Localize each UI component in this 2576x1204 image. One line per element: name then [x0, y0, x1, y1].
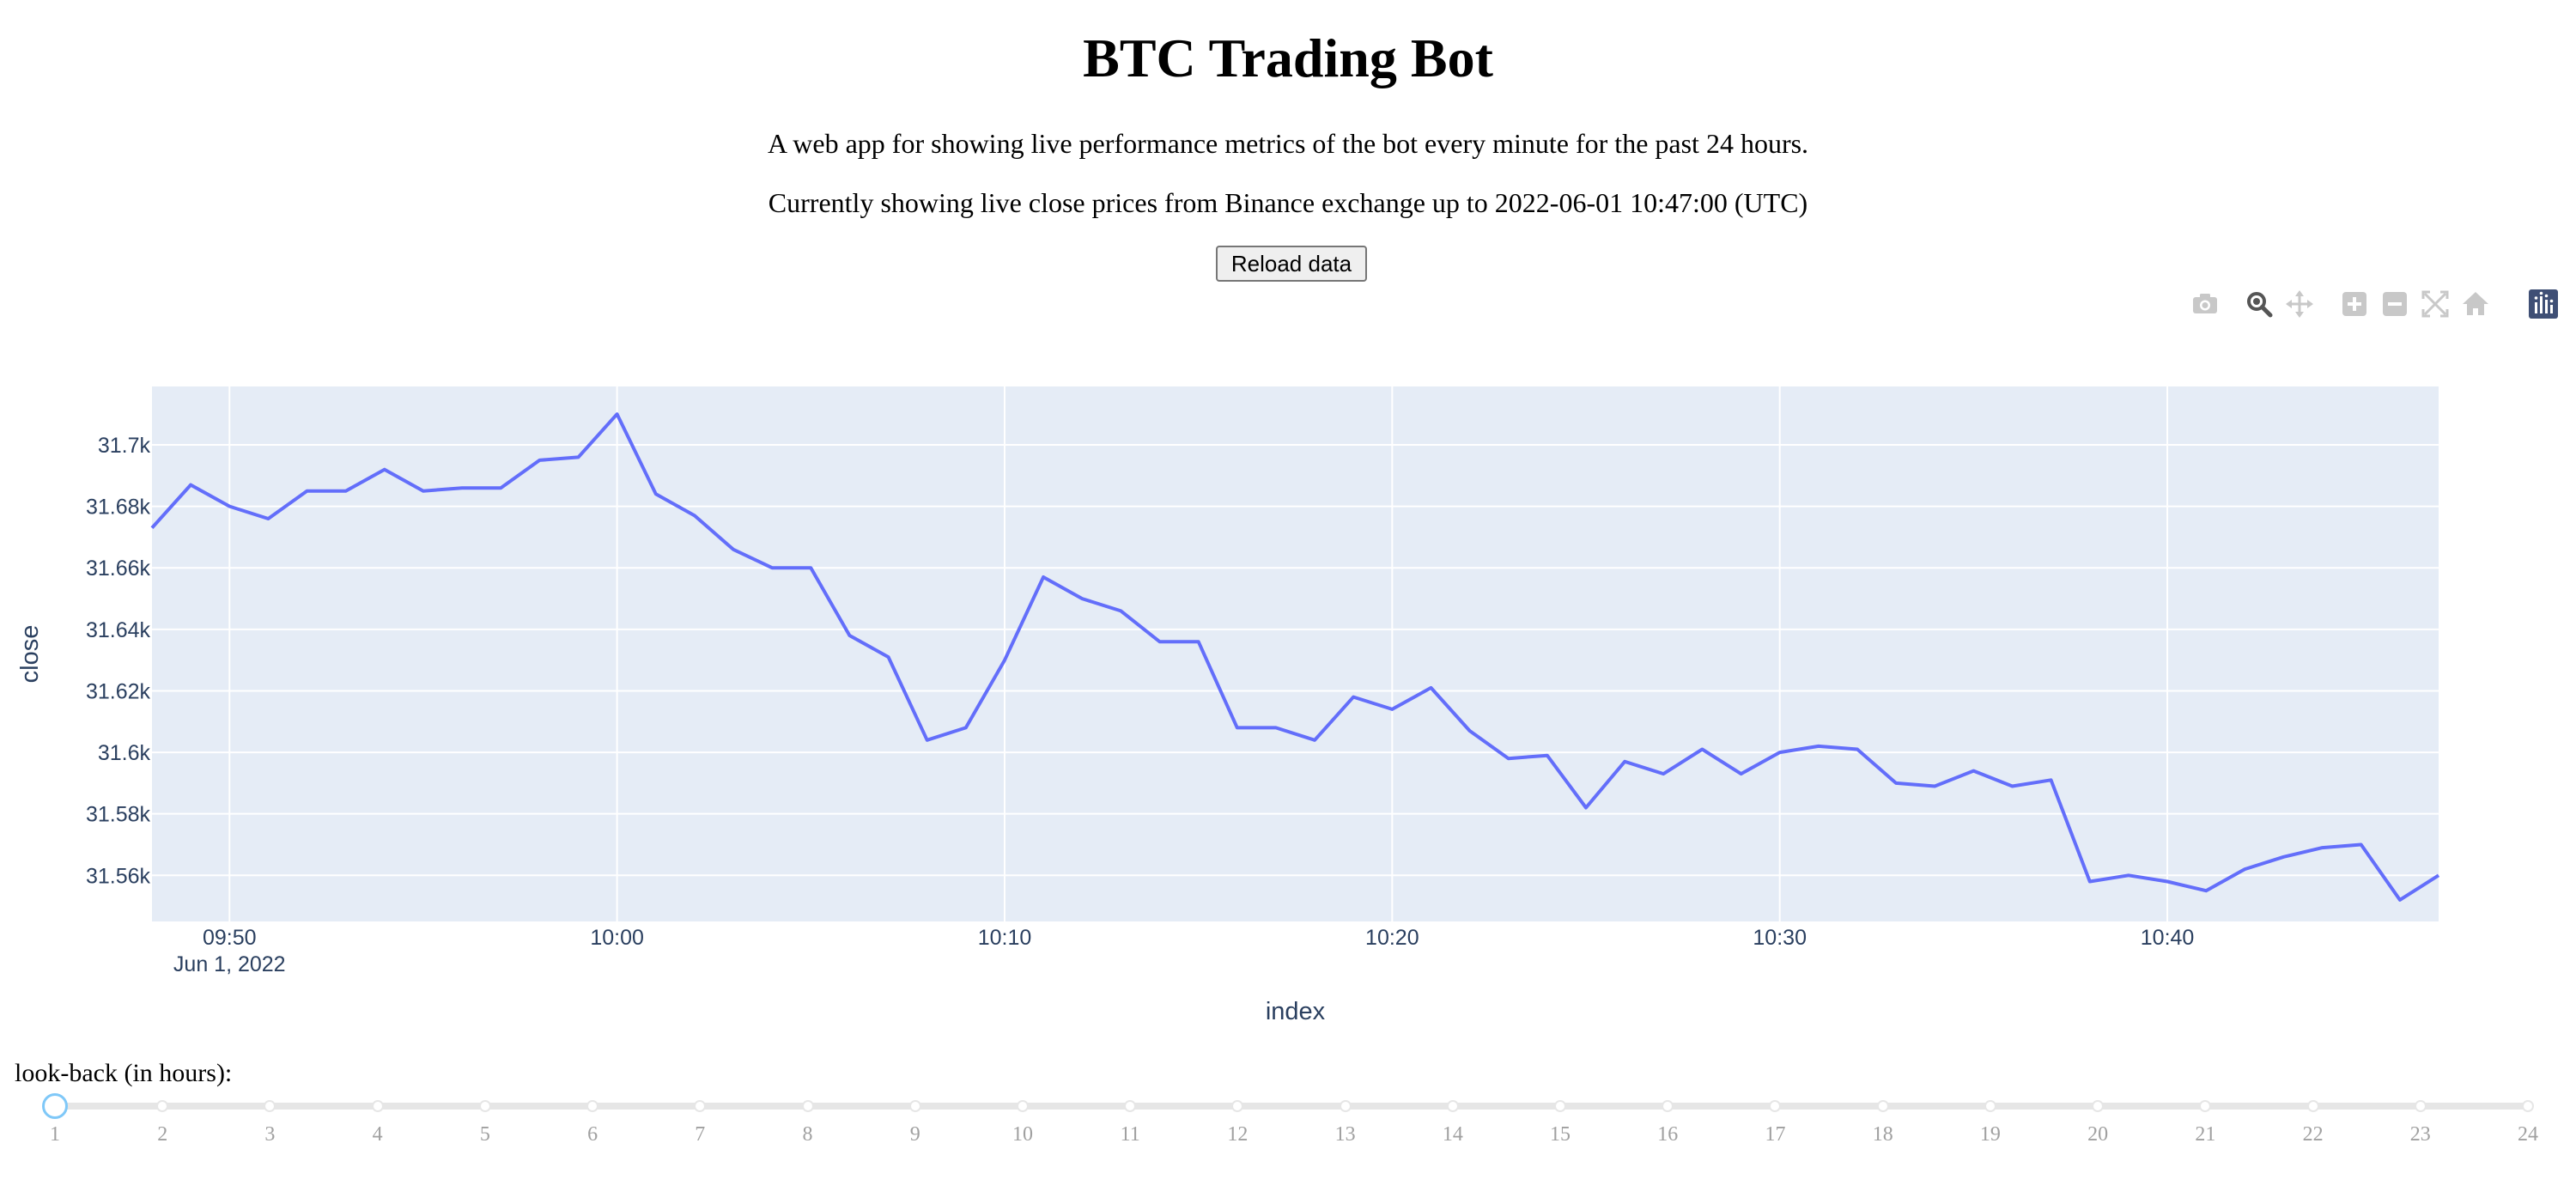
slider-tick-label: 17 [1765, 1123, 1786, 1146]
x-tick-label: 10:20 [1365, 926, 1419, 950]
gridlines [152, 386, 2439, 921]
plotly-logo-icon[interactable] [2528, 289, 2559, 319]
slider-tick-label: 13 [1334, 1123, 1356, 1146]
slider-dot[interactable] [1339, 1100, 1352, 1112]
autoscale-icon[interactable] [2420, 289, 2451, 319]
slider-dot[interactable] [2522, 1100, 2534, 1112]
slider-tick-label: 4 [372, 1123, 383, 1146]
app-description: A web app for showing live performance m… [767, 128, 1809, 159]
x-tick-label: 10:10 [978, 926, 1032, 950]
slider-dot[interactable] [371, 1100, 384, 1112]
slider-dot[interactable] [586, 1100, 599, 1112]
data-status-text: Currently showing live close prices from… [768, 187, 1808, 218]
slider-dot[interactable] [2092, 1100, 2105, 1112]
slider-dot[interactable] [1876, 1100, 1889, 1112]
slider-tick-label: 2 [157, 1123, 168, 1146]
slider-tick-label: 24 [2518, 1123, 2538, 1146]
y-tick-label: 31.62k [86, 679, 151, 703]
close-price-line [150, 412, 2440, 902]
x-axis-title: index [1266, 998, 1326, 1025]
slider-dot[interactable] [156, 1100, 169, 1112]
y-tick-label: 31.58k [86, 803, 151, 827]
slider-dot[interactable] [1554, 1100, 1567, 1112]
slider-tick-label: 14 [1442, 1123, 1463, 1146]
slider-dot[interactable] [1016, 1100, 1029, 1112]
slider-dot[interactable] [1446, 1100, 1459, 1112]
slider-handle[interactable] [42, 1093, 68, 1119]
y-tick-label: 31.56k [86, 864, 151, 888]
lookback-slider-label: look-back (in hours): [15, 1059, 233, 1087]
chart-modebar [2190, 289, 2567, 319]
slider-dot[interactable] [1769, 1100, 1782, 1112]
slider-dot[interactable] [1984, 1100, 1996, 1112]
slider-tick-label: 22 [2302, 1123, 2324, 1146]
reset-axes-icon[interactable] [2460, 289, 2491, 319]
slider-tick-label: 3 [264, 1123, 276, 1146]
slider-tick-label: 6 [587, 1123, 598, 1146]
slider-tick-label: 8 [802, 1123, 813, 1146]
slider-tick-label: 15 [1550, 1123, 1571, 1146]
y-tick-label: 31.66k [86, 556, 151, 581]
slider-tick-label: 19 [1979, 1123, 2001, 1146]
x-axis-date-label: Jun 1, 2022 [173, 952, 286, 976]
close-price-chart[interactable]: 31.56k 31.58k 31.6k 31.62k 31.64k 31.66k 31.68… [0, 0, 2576, 1048]
zoom-icon[interactable] [2244, 289, 2275, 319]
slider-dot[interactable] [2414, 1100, 2427, 1112]
x-tick-label: 10:30 [1753, 926, 1807, 950]
y-tick-label: 31.68k [86, 496, 151, 520]
slider-tick-label: 7 [695, 1123, 706, 1146]
pan-icon[interactable] [2284, 289, 2315, 319]
slider-dot[interactable] [478, 1100, 491, 1112]
slider-dot[interactable] [2199, 1100, 2212, 1112]
slider-dot[interactable] [1124, 1100, 1137, 1112]
camera-icon[interactable] [2190, 289, 2221, 319]
page-title: BTC Trading Bot [1083, 27, 1493, 88]
slider-dot[interactable] [2306, 1100, 2319, 1112]
zoom-out-icon[interactable] [2379, 289, 2410, 319]
slider-tick-label: 10 [1012, 1123, 1033, 1146]
y-tick-label: 31.6k [98, 741, 151, 765]
slider-dot[interactable] [801, 1100, 814, 1112]
slider-tick-label: 23 [2409, 1123, 2431, 1146]
slider-tick-label: 16 [1657, 1123, 1679, 1146]
slider-tick-label: 18 [1872, 1123, 1893, 1146]
zoom-in-icon[interactable] [2339, 289, 2370, 319]
slider-tick-label: 20 [2087, 1123, 2109, 1146]
x-tick-label: 09:50 [203, 926, 257, 950]
slider-tick-label: 21 [2195, 1123, 2216, 1146]
slider-dot[interactable] [908, 1100, 921, 1112]
slider-dot[interactable] [1231, 1100, 1244, 1112]
reload-data-button[interactable]: Reload data [1216, 246, 1367, 282]
y-tick-label: 31.7k [98, 434, 151, 458]
slider-tick-label: 5 [479, 1123, 490, 1146]
slider-tick-label: 1 [50, 1123, 60, 1146]
slider-tick-label: 11 [1120, 1123, 1140, 1146]
y-axis-title: close [16, 625, 44, 684]
x-tick-label: 10:00 [590, 926, 644, 950]
slider-dot[interactable] [1662, 1100, 1674, 1112]
y-tick-label: 31.64k [86, 618, 151, 642]
plot-area [152, 386, 2439, 921]
slider-tick-label: 9 [909, 1123, 920, 1146]
lookback-slider[interactable]: 1 2 3 4 5 6 7 8 9 10 11 12 13 14 15 16 17 18 19 20 21 22 23 24 [0, 1091, 2576, 1151]
x-tick-label: 10:40 [2141, 926, 2195, 950]
axis-ticks: 31.56k 31.58k 31.6k 31.62k 31.64k 31.66k 31.68… [86, 434, 2194, 950]
slider-dot[interactable] [264, 1100, 276, 1112]
slider-dot[interactable] [694, 1100, 707, 1112]
slider-rail[interactable] [55, 1103, 2528, 1110]
slider-tick-label: 12 [1227, 1123, 1249, 1146]
